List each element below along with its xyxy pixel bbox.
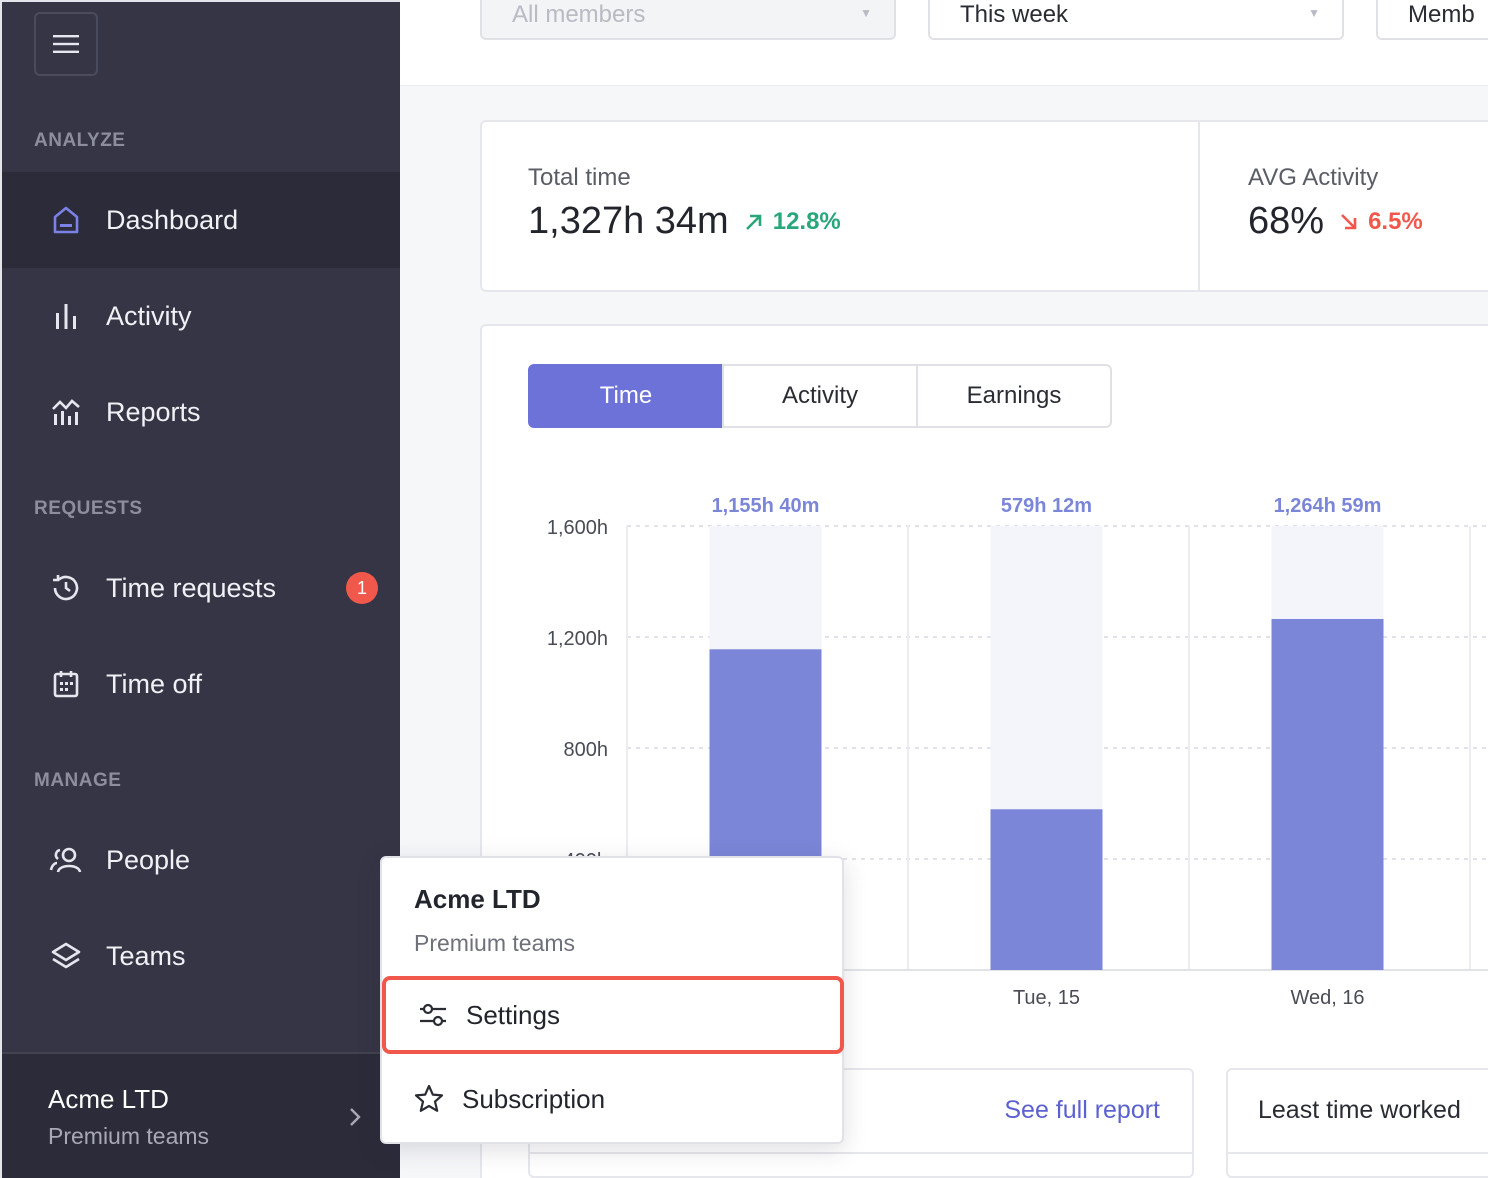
notification-badge: 1 [346,572,378,604]
stat-delta-down: 6.5% [1338,208,1423,236]
sidebar-item-time-off[interactable]: Time off [2,636,400,732]
stat-delta-value: 6.5% [1368,208,1423,235]
report-card-body [530,1152,1192,1178]
least-time-worked-title: Least time worked [1258,1096,1461,1124]
sidebar-item-label: Activity [106,300,192,331]
settings-menu-item[interactable]: Settings [382,976,844,1054]
chevron-down-icon: ▼ [1308,6,1320,20]
bar-data-label: 1,155h 40m [712,495,820,517]
sliders-icon [418,1000,448,1030]
sidebar-item-label: Reports [106,396,201,427]
stat-delta-value: 12.8% [772,208,841,235]
y-tick-label: 1,600h [547,517,608,539]
organization-popup-menu: Acme LTD Premium teams Settings Subscrip… [380,856,844,1144]
subscription-label: Subscription [462,1083,606,1114]
bar-data-label: 1,264h 59m [1274,495,1382,517]
sidebar-item-label: People [106,844,191,875]
chevron-right-icon [350,1108,361,1126]
popup-org-plan: Premium teams [414,930,576,956]
home-icon [48,202,84,238]
see-full-report-link[interactable]: See full report [1004,1096,1160,1124]
sidebar-item-label: Time requests [106,572,277,603]
popup-org-name: Acme LTD [414,884,541,914]
x-tick-label: Wed, 16 [1290,987,1364,1009]
least-time-card: Least time worked [1226,1068,1488,1178]
chevron-down-icon: ▼ [860,6,872,20]
calendar-icon [48,666,84,702]
sidebar-item-reports[interactable]: Reports [2,364,400,460]
settings-label: Settings [466,999,560,1030]
arrow-down-right-icon [1341,214,1357,230]
bar [990,809,1103,970]
organization-plan: Premium teams [48,1123,210,1149]
total-time-stat: Total time 1,327h 34m 12.8% [528,122,841,290]
bar-data-label: 579h 12m [1001,495,1092,517]
chart-tabs: Time Activity Earnings [528,364,1112,428]
organization-name: Acme LTD [48,1084,169,1114]
bar-chart-icon [48,298,84,334]
stat-value: 68% [1248,200,1325,242]
section-title-analyze: ANALYZE [34,130,126,151]
bar [1271,618,1384,970]
reports-icon [48,394,84,430]
y-tick-label: 800h [564,739,609,761]
hamburger-icon [53,35,79,53]
section-title-manage: MANAGE [34,770,122,791]
organization-switcher[interactable]: Acme LTD Premium teams [2,1052,400,1178]
history-icon [48,570,84,606]
sidebar-item-people[interactable]: People [2,812,400,908]
tab-earnings[interactable]: Earnings [916,364,1112,428]
filter-bar: All members ▼ This week ▼ Memb [400,0,1488,86]
stat-divider [1198,122,1200,290]
sidebar: ANALYZE Dashboard Activity Reports REQUE… [0,0,400,1178]
arrow-up-right-icon [745,214,762,230]
stat-delta-up: 12.8% [743,208,841,236]
stats-card: Total time 1,327h 34m 12.8% AVG Activity… [480,120,1488,292]
section-title-requests: REQUESTS [34,498,143,519]
y-tick-label: 1,200h [547,628,608,650]
third-filter-value: Memb [1408,1,1475,28]
period-filter-value: This week [960,1,1069,28]
sidebar-item-label: Teams [106,940,186,971]
least-time-card-body [1228,1152,1488,1178]
stat-label: AVG Activity [1248,164,1379,191]
star-icon [414,1084,444,1114]
sidebar-item-label: Dashboard [106,204,239,235]
x-tick-label: Tue, 15 [1013,987,1080,1009]
stat-value: 1,327h 34m [528,200,729,242]
third-filter-select[interactable]: Memb [1376,0,1488,40]
sidebar-item-label: Time off [106,668,203,699]
people-icon [48,842,84,878]
period-filter-select[interactable]: This week ▼ [928,0,1344,40]
sidebar-item-activity[interactable]: Activity [2,268,400,364]
avg-activity-stat: AVG Activity 68% 6.5% [1248,122,1423,290]
sidebar-item-teams[interactable]: Teams [2,908,400,1004]
subscription-menu-item[interactable]: Subscription [382,1060,842,1138]
sidebar-item-dashboard[interactable]: Dashboard [2,172,400,268]
hamburger-menu-button[interactable] [34,12,98,76]
stat-label: Total time [528,164,631,191]
tab-activity[interactable]: Activity [722,364,918,428]
layers-icon [48,938,84,974]
members-filter-value: All members [512,1,646,28]
members-filter-select[interactable]: All members ▼ [480,0,896,40]
sidebar-item-time-requests[interactable]: Time requests [2,540,400,636]
